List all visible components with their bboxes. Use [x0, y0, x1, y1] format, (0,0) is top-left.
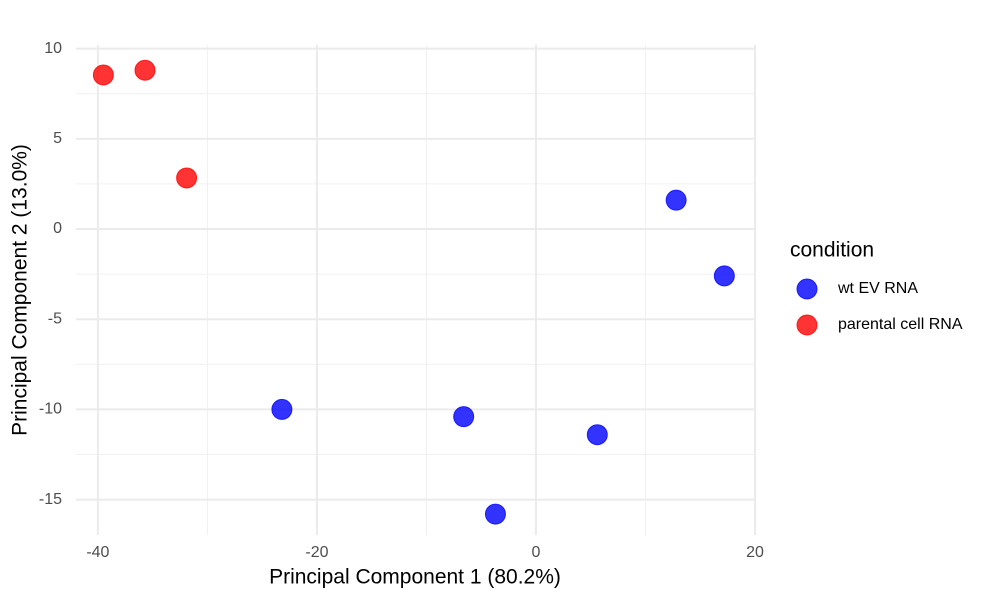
y-tick-label: 10 [44, 40, 62, 57]
point [713, 265, 735, 287]
point [665, 189, 687, 211]
x-tick-label: -20 [305, 544, 328, 561]
y-tick-label: 5 [53, 130, 62, 147]
y-tick-label: -5 [48, 310, 62, 327]
y-tick-label: -10 [39, 401, 62, 418]
legend-marker [796, 278, 818, 300]
point [271, 398, 293, 420]
legend-label: parental cell RNA [838, 316, 963, 333]
x-tick-label: -40 [86, 544, 109, 561]
point [586, 424, 608, 446]
x-tick-label: 20 [746, 544, 764, 561]
y-tick-label: 0 [53, 220, 62, 237]
point [484, 503, 506, 525]
y-tick-label: -15 [39, 491, 62, 508]
legend-label: wt EV RNA [837, 280, 918, 297]
point [176, 167, 198, 189]
point [134, 59, 156, 81]
legend-marker [796, 314, 818, 336]
point [92, 64, 114, 86]
y-axis-label: Principal Component 2 (13.0%) [9, 144, 32, 436]
x-axis-label: Principal Component 1 (80.2%) [269, 566, 561, 589]
x-tick-label: 0 [532, 544, 541, 561]
point [453, 406, 475, 428]
legend-title: condition [790, 239, 874, 262]
